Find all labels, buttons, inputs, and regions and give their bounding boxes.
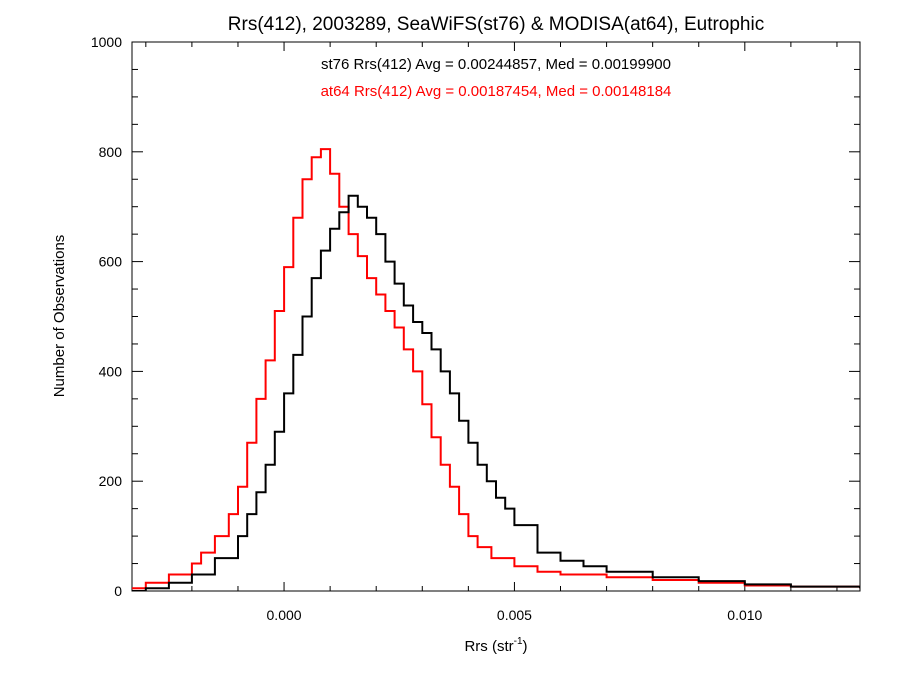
y-tick-label: 200 [99,473,123,489]
x-axis-label-superscript: -1 [514,636,523,647]
x-axis: 0.000 0.005 0.010 [145,42,838,623]
y-tick-label: 600 [99,254,123,270]
stats-annotation-at64: at64 Rrs(412) Avg = 0.00187454, Med = 0.… [321,83,672,100]
x-axis-label-main: Rrs (str [464,638,513,655]
x-axis-label-suffix: ) [523,638,528,655]
y-tick-label: 400 [99,363,123,379]
y-tick-label: 800 [99,144,123,160]
y-tick-label: 0 [114,583,122,599]
y-axis: 0 200 400 600 800 1000 [91,34,860,599]
y-tick-label: 1000 [91,34,122,50]
series-st76-line [132,194,860,591]
x-axis-label: Rrs (str-1) [464,636,527,655]
x-tick-label: 0.005 [497,607,532,623]
plot-border [131,41,861,592]
chart-title: Rrs(412), 2003289, SeaWiFS(st76) & MODIS… [228,14,764,35]
x-tick-label: 0.010 [727,607,762,623]
series-layer [132,148,860,591]
y-axis-label: Number of Observations [51,235,68,398]
plot-frame [131,41,861,592]
x-tick-label: 0.000 [267,607,302,623]
stats-annotation-st76: st76 Rrs(412) Avg = 0.00244857, Med = 0.… [321,56,671,73]
series-at64-line [132,148,860,590]
